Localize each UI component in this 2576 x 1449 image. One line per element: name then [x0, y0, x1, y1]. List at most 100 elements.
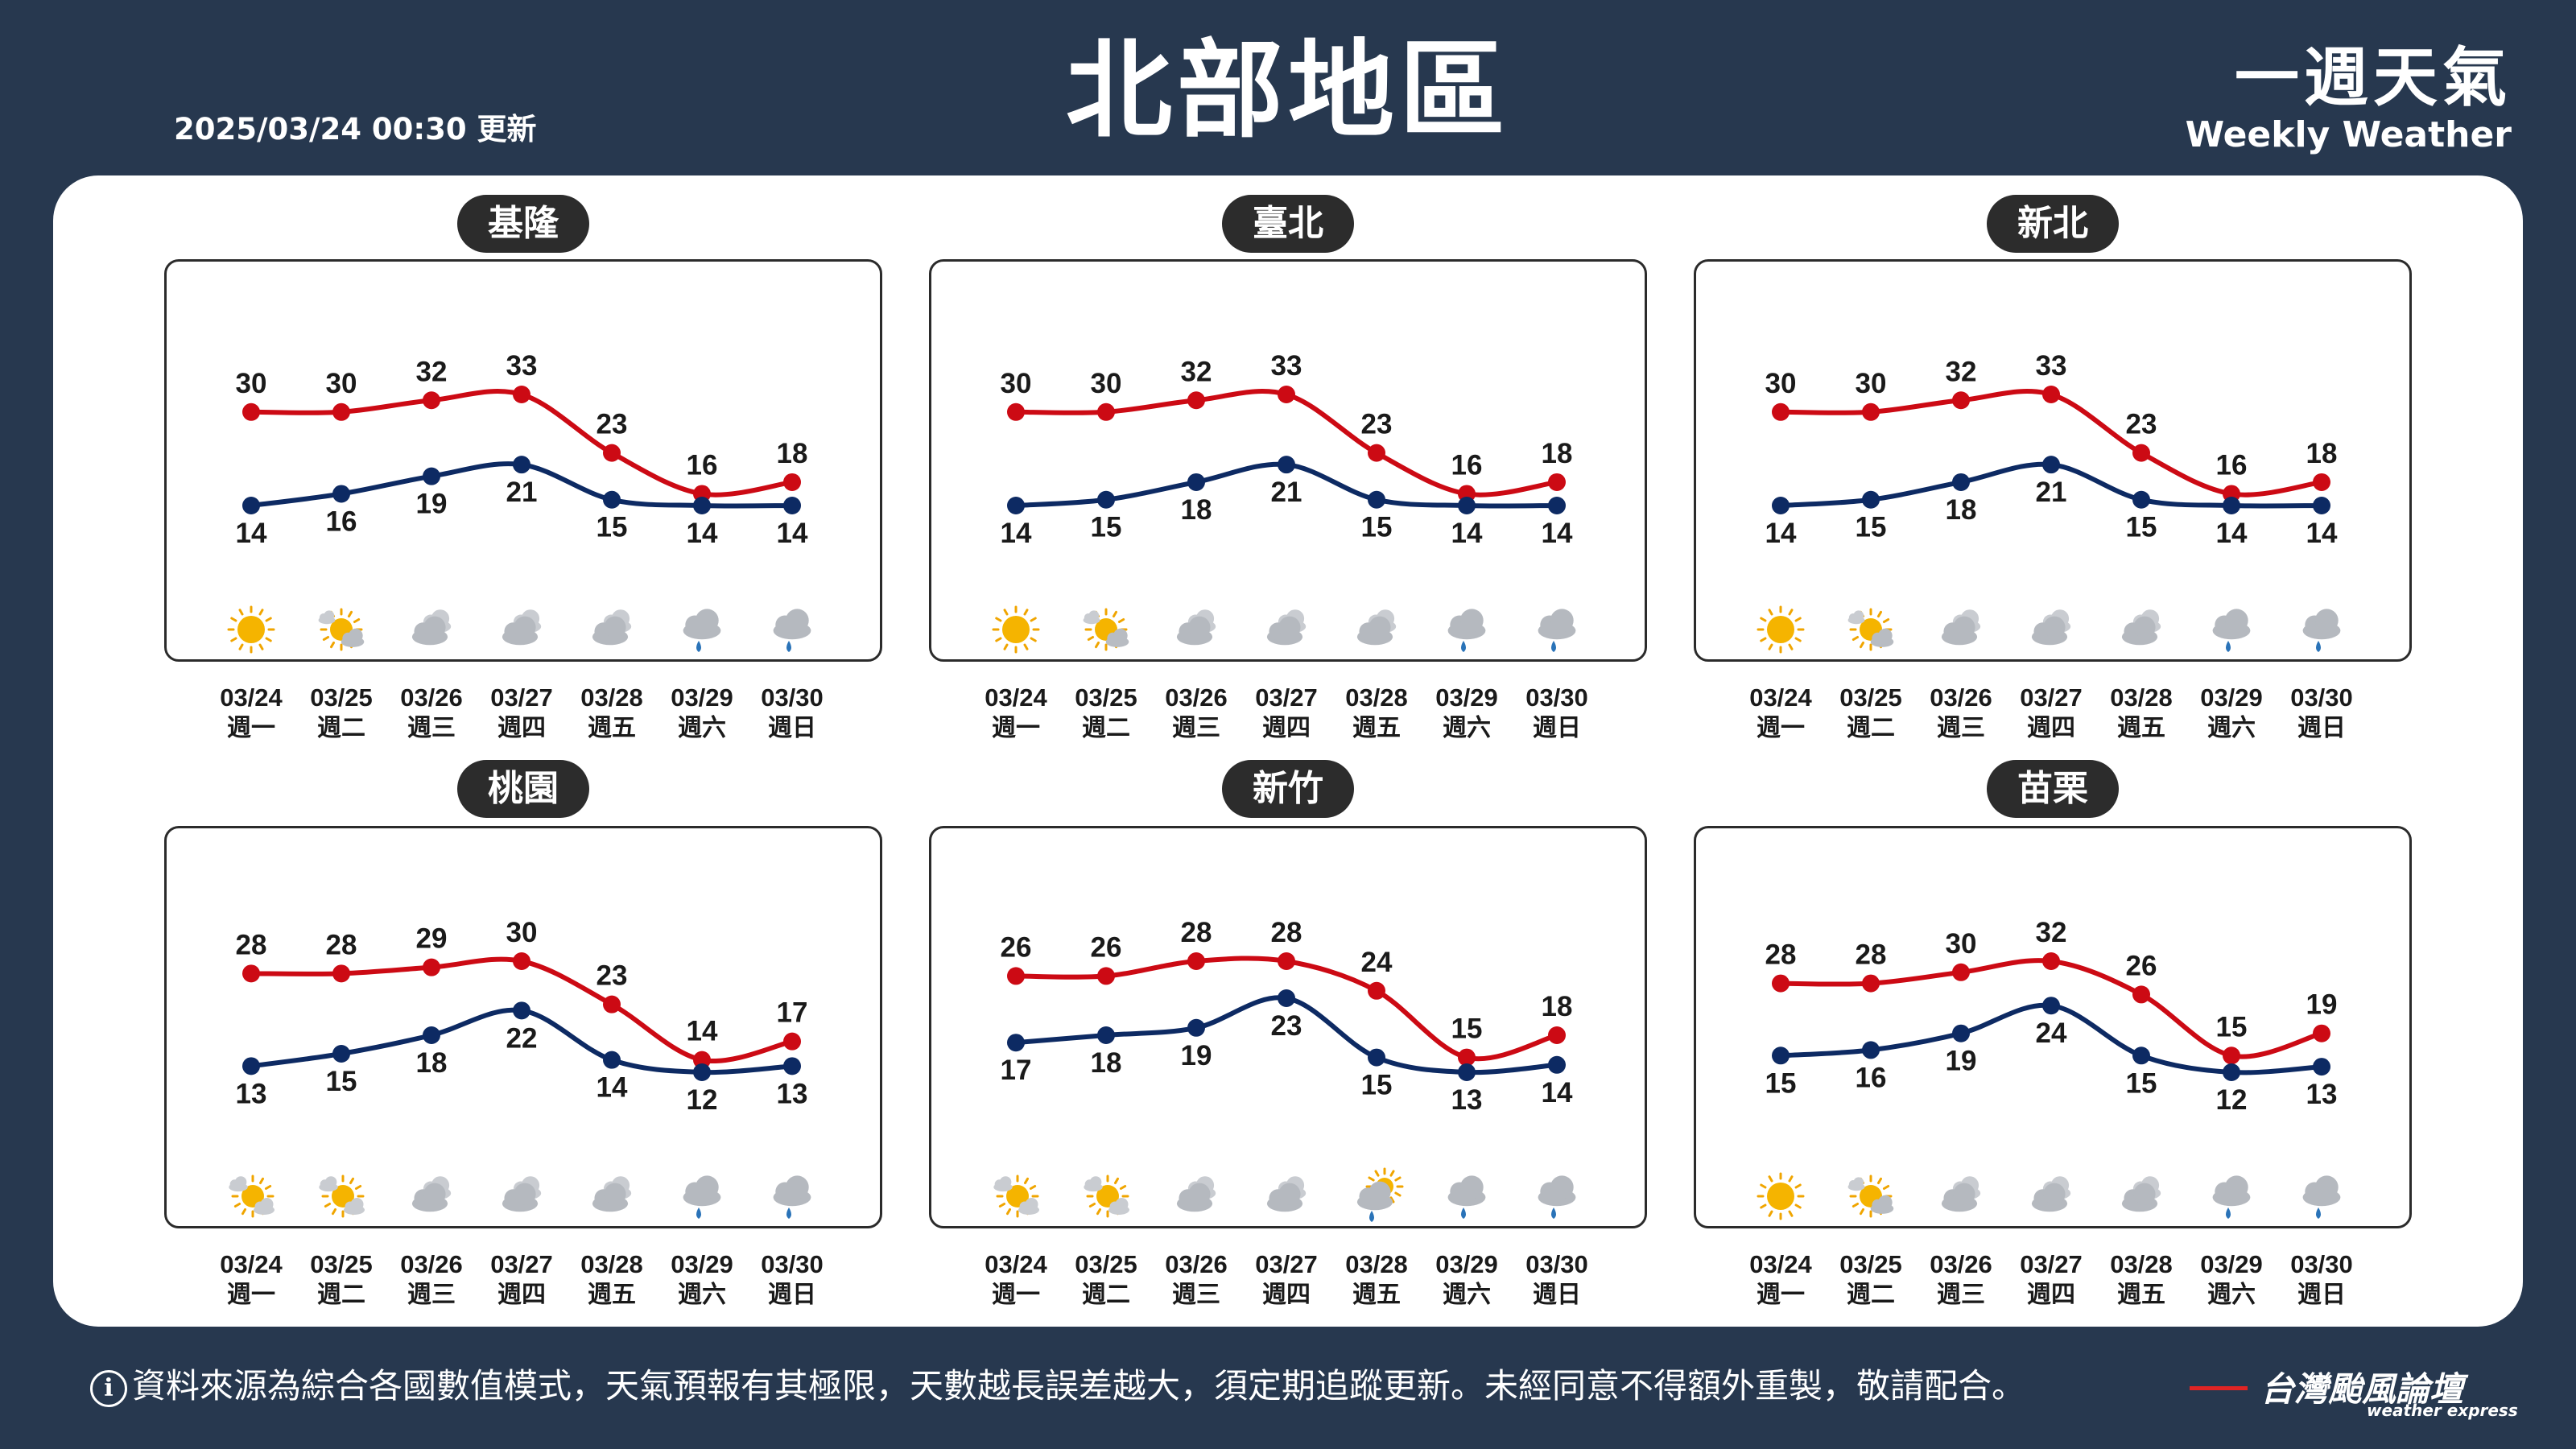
- weekday-label: 週六: [678, 1281, 726, 1309]
- sun-ray: [1882, 1185, 1890, 1190]
- low-temp-value-label: 14: [687, 518, 718, 549]
- weekday-label: 週六: [1443, 714, 1491, 742]
- rain-icon: [2212, 609, 2251, 652]
- cloud-part: [1188, 1183, 1211, 1205]
- sun-cloud-icon: [318, 608, 365, 651]
- cloud-part: [604, 616, 626, 638]
- sun-ray: [1003, 643, 1009, 650]
- date-label: 03/25: [1839, 683, 1902, 712]
- sun-ray: [1096, 1208, 1101, 1216]
- region-label: 桃園: [457, 760, 589, 818]
- sun-ray: [348, 610, 353, 618]
- low-temp-value-label: 14: [1765, 518, 1797, 549]
- sun-ray: [1877, 610, 1882, 618]
- low-temp-value-label: 14: [777, 518, 808, 549]
- low-temp-point: [1548, 497, 1566, 514]
- high-temp-value-label: 16: [1451, 449, 1483, 481]
- sun-ray: [1389, 1196, 1395, 1203]
- low-temp-point: [603, 1051, 621, 1069]
- high-temp-value-label: 33: [2036, 350, 2067, 382]
- weekday-label: 週一: [1757, 714, 1805, 742]
- region-label: 臺北: [1222, 195, 1354, 253]
- date-label: 03/24: [985, 1250, 1047, 1278]
- raindrop: [2316, 641, 2321, 652]
- date-label: 03/30: [761, 683, 824, 712]
- high-temp-value-label: 30: [1765, 368, 1797, 399]
- cloud-part: [1368, 1181, 1391, 1203]
- disclaimer: i 資料來源為綜合各國數值模式，天氣預報有其極限，天數越長誤差越大，須定期追蹤更新…: [90, 1364, 2025, 1409]
- cloud-part: [695, 609, 719, 633]
- sun-ray: [1794, 637, 1802, 642]
- brand: 一週天氣 Weekly Weather: [2186, 42, 2512, 156]
- high-temp-value-label: 23: [597, 409, 628, 440]
- sun-ray: [265, 617, 272, 622]
- date-label: 03/29: [1435, 1250, 1498, 1278]
- date-label: 03/28: [1345, 683, 1408, 712]
- low-temp-value-label: 21: [1271, 477, 1302, 508]
- sun-ray: [1117, 618, 1125, 623]
- high-temp-value-label: 23: [597, 960, 628, 992]
- weekday-label: 週二: [1082, 714, 1130, 742]
- high-temp-value-label: 18: [2306, 438, 2338, 469]
- sun-ray: [1768, 609, 1773, 616]
- sun-ray: [1788, 609, 1794, 616]
- sun-ray: [1877, 1177, 1882, 1185]
- sun-ray: [1113, 610, 1117, 618]
- cloudy-icon: [592, 609, 632, 646]
- sun-ray: [349, 1177, 354, 1185]
- low-temp-point: [423, 467, 440, 485]
- weekday-label: 週四: [1262, 714, 1311, 742]
- weekday-label: 週一: [992, 714, 1040, 742]
- sun-ray: [238, 643, 244, 650]
- sun-ray: [1882, 618, 1890, 623]
- high-temp-value-label: 18: [777, 438, 808, 469]
- high-temp-point: [242, 964, 260, 983]
- high-temp-point: [2042, 386, 2060, 403]
- high-temp-point: [513, 386, 530, 403]
- update-time: 2025/03/24 00:30 更新: [174, 112, 537, 147]
- high-temp-point: [1772, 402, 1790, 421]
- region-chart: 26 26 28 28 24 15 18 17 18 19 23 15 13 14 03/24 週一 03/25…: [985, 917, 1588, 1309]
- sun-disc: [237, 616, 265, 643]
- low-temp-point: [1548, 1055, 1566, 1074]
- sun-ray: [1114, 1177, 1119, 1185]
- date-label: 03/29: [671, 1250, 733, 1278]
- low-temp-point: [1862, 1041, 1880, 1059]
- date-label: 03/24: [1749, 1250, 1812, 1278]
- low-temp-point: [513, 456, 530, 474]
- low-temp-value-label: 21: [506, 477, 538, 508]
- cloudy-icon: [411, 609, 452, 646]
- date-label: 03/29: [1435, 683, 1498, 712]
- high-temp-point: [1187, 391, 1205, 410]
- cloud-part: [234, 1176, 247, 1188]
- sun-ray: [1768, 1175, 1773, 1183]
- sun-ray: [259, 1177, 264, 1185]
- cloud-part: [1550, 609, 1574, 633]
- weekday-label: 週二: [1082, 1281, 1130, 1309]
- high-temp-point: [332, 964, 350, 983]
- high-temp-value-label: 14: [687, 1016, 718, 1047]
- cloudy-icon: [502, 1176, 542, 1212]
- low-temp-point: [1007, 497, 1025, 514]
- high-temp-point: [1007, 402, 1025, 421]
- high-temp-point: [513, 952, 530, 970]
- sun-ray: [1088, 1203, 1096, 1208]
- low-temp-value-label: 24: [2036, 1018, 2067, 1049]
- cloud-sun-icon: [1084, 1174, 1129, 1218]
- sun-ray: [1006, 1208, 1011, 1216]
- sun-disc: [1767, 1183, 1794, 1210]
- low-temp-value-label: 15: [2126, 512, 2157, 543]
- sun-ray: [322, 636, 330, 641]
- sun-ray: [1860, 1208, 1864, 1216]
- low-temp-value-label: 19: [1946, 1046, 1977, 1077]
- sun-ray: [1794, 1203, 1802, 1209]
- low-temp-point: [1772, 1046, 1790, 1065]
- high-temp-value-label: 30: [1856, 368, 1887, 399]
- low-temp-point: [2223, 497, 2240, 514]
- high-temp-point: [783, 1032, 801, 1051]
- low-temp-point: [1458, 497, 1476, 514]
- sun-rain-icon: [1356, 1167, 1404, 1222]
- cloud-part: [1278, 1183, 1301, 1205]
